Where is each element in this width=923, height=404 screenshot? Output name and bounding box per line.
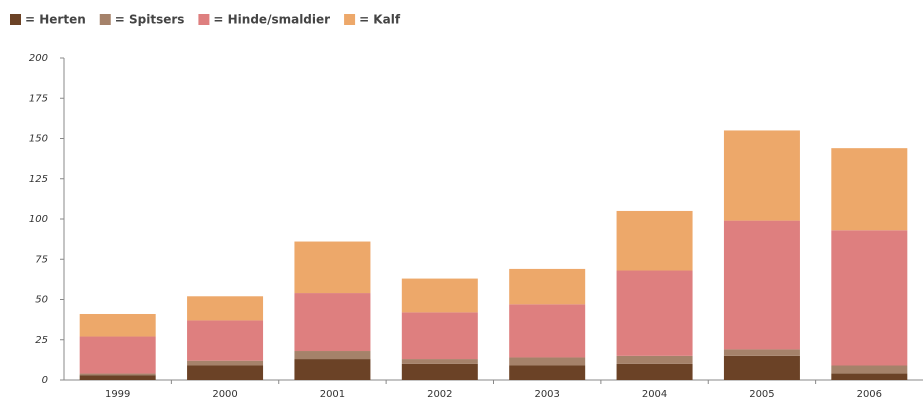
legend-label: = Hinde/smaldier — [213, 13, 330, 27]
y-tick-label: 175 — [29, 93, 48, 104]
legend-label: = Kalf — [359, 13, 401, 27]
bar-segment — [509, 304, 586, 358]
bar-segment — [187, 320, 264, 361]
bar-segment — [723, 349, 800, 356]
bar-segment — [616, 270, 693, 356]
bar-segment — [79, 336, 156, 374]
bar-segment — [616, 210, 693, 271]
bar-segment — [79, 313, 156, 337]
bar-segment — [616, 363, 693, 380]
bar-segment — [509, 268, 586, 305]
bar-segment — [401, 359, 478, 364]
bar-segment — [294, 241, 371, 294]
bar-segment — [723, 220, 800, 350]
bar-segment — [831, 373, 908, 380]
bar-segment — [187, 360, 264, 366]
y-tick-label: 50 — [35, 295, 48, 306]
legend-swatch — [99, 14, 111, 25]
bar-segment — [79, 373, 156, 376]
legend-swatch — [198, 14, 210, 25]
x-tick-label: 2000 — [212, 389, 237, 400]
x-tick-label: 2005 — [749, 389, 774, 400]
bar-segment — [294, 359, 371, 380]
bar-segment — [187, 296, 264, 321]
y-tick-label: 25 — [35, 335, 48, 346]
legend-swatch — [10, 14, 21, 25]
bar-segment — [831, 148, 908, 231]
bar-segment — [401, 278, 478, 313]
bar-segment — [79, 375, 156, 380]
bar-segment — [723, 130, 800, 221]
x-tick-label: 1999 — [105, 389, 130, 400]
y-tick-label: 150 — [29, 134, 48, 145]
y-tick-label: 125 — [29, 174, 48, 185]
y-tick-label: 100 — [29, 214, 48, 225]
x-tick-label: 2002 — [427, 389, 452, 400]
bar-segment — [509, 365, 586, 380]
legend-label: = Herten — [25, 13, 86, 27]
x-tick-label: 2001 — [320, 389, 345, 400]
bar-segment — [723, 355, 800, 380]
bar-segment — [294, 351, 371, 360]
bar-segment — [401, 363, 478, 380]
x-tick-label: 2004 — [642, 389, 667, 400]
bar-segment — [831, 365, 908, 374]
x-tick-label: 2006 — [857, 389, 882, 400]
y-tick-label: 75 — [35, 254, 48, 265]
bar-segment — [401, 312, 478, 360]
bar-segment — [831, 230, 908, 366]
x-tick-label: 2003 — [534, 389, 559, 400]
bar-segment — [616, 355, 693, 364]
y-tick-label: 0 — [42, 375, 48, 386]
bar-segment — [294, 293, 371, 352]
legend-label: = Spitsers — [115, 13, 185, 27]
bar-segment — [187, 365, 264, 380]
legend-swatch — [344, 14, 356, 25]
bar-segment — [509, 357, 586, 366]
y-tick-label: 200 — [29, 53, 48, 64]
